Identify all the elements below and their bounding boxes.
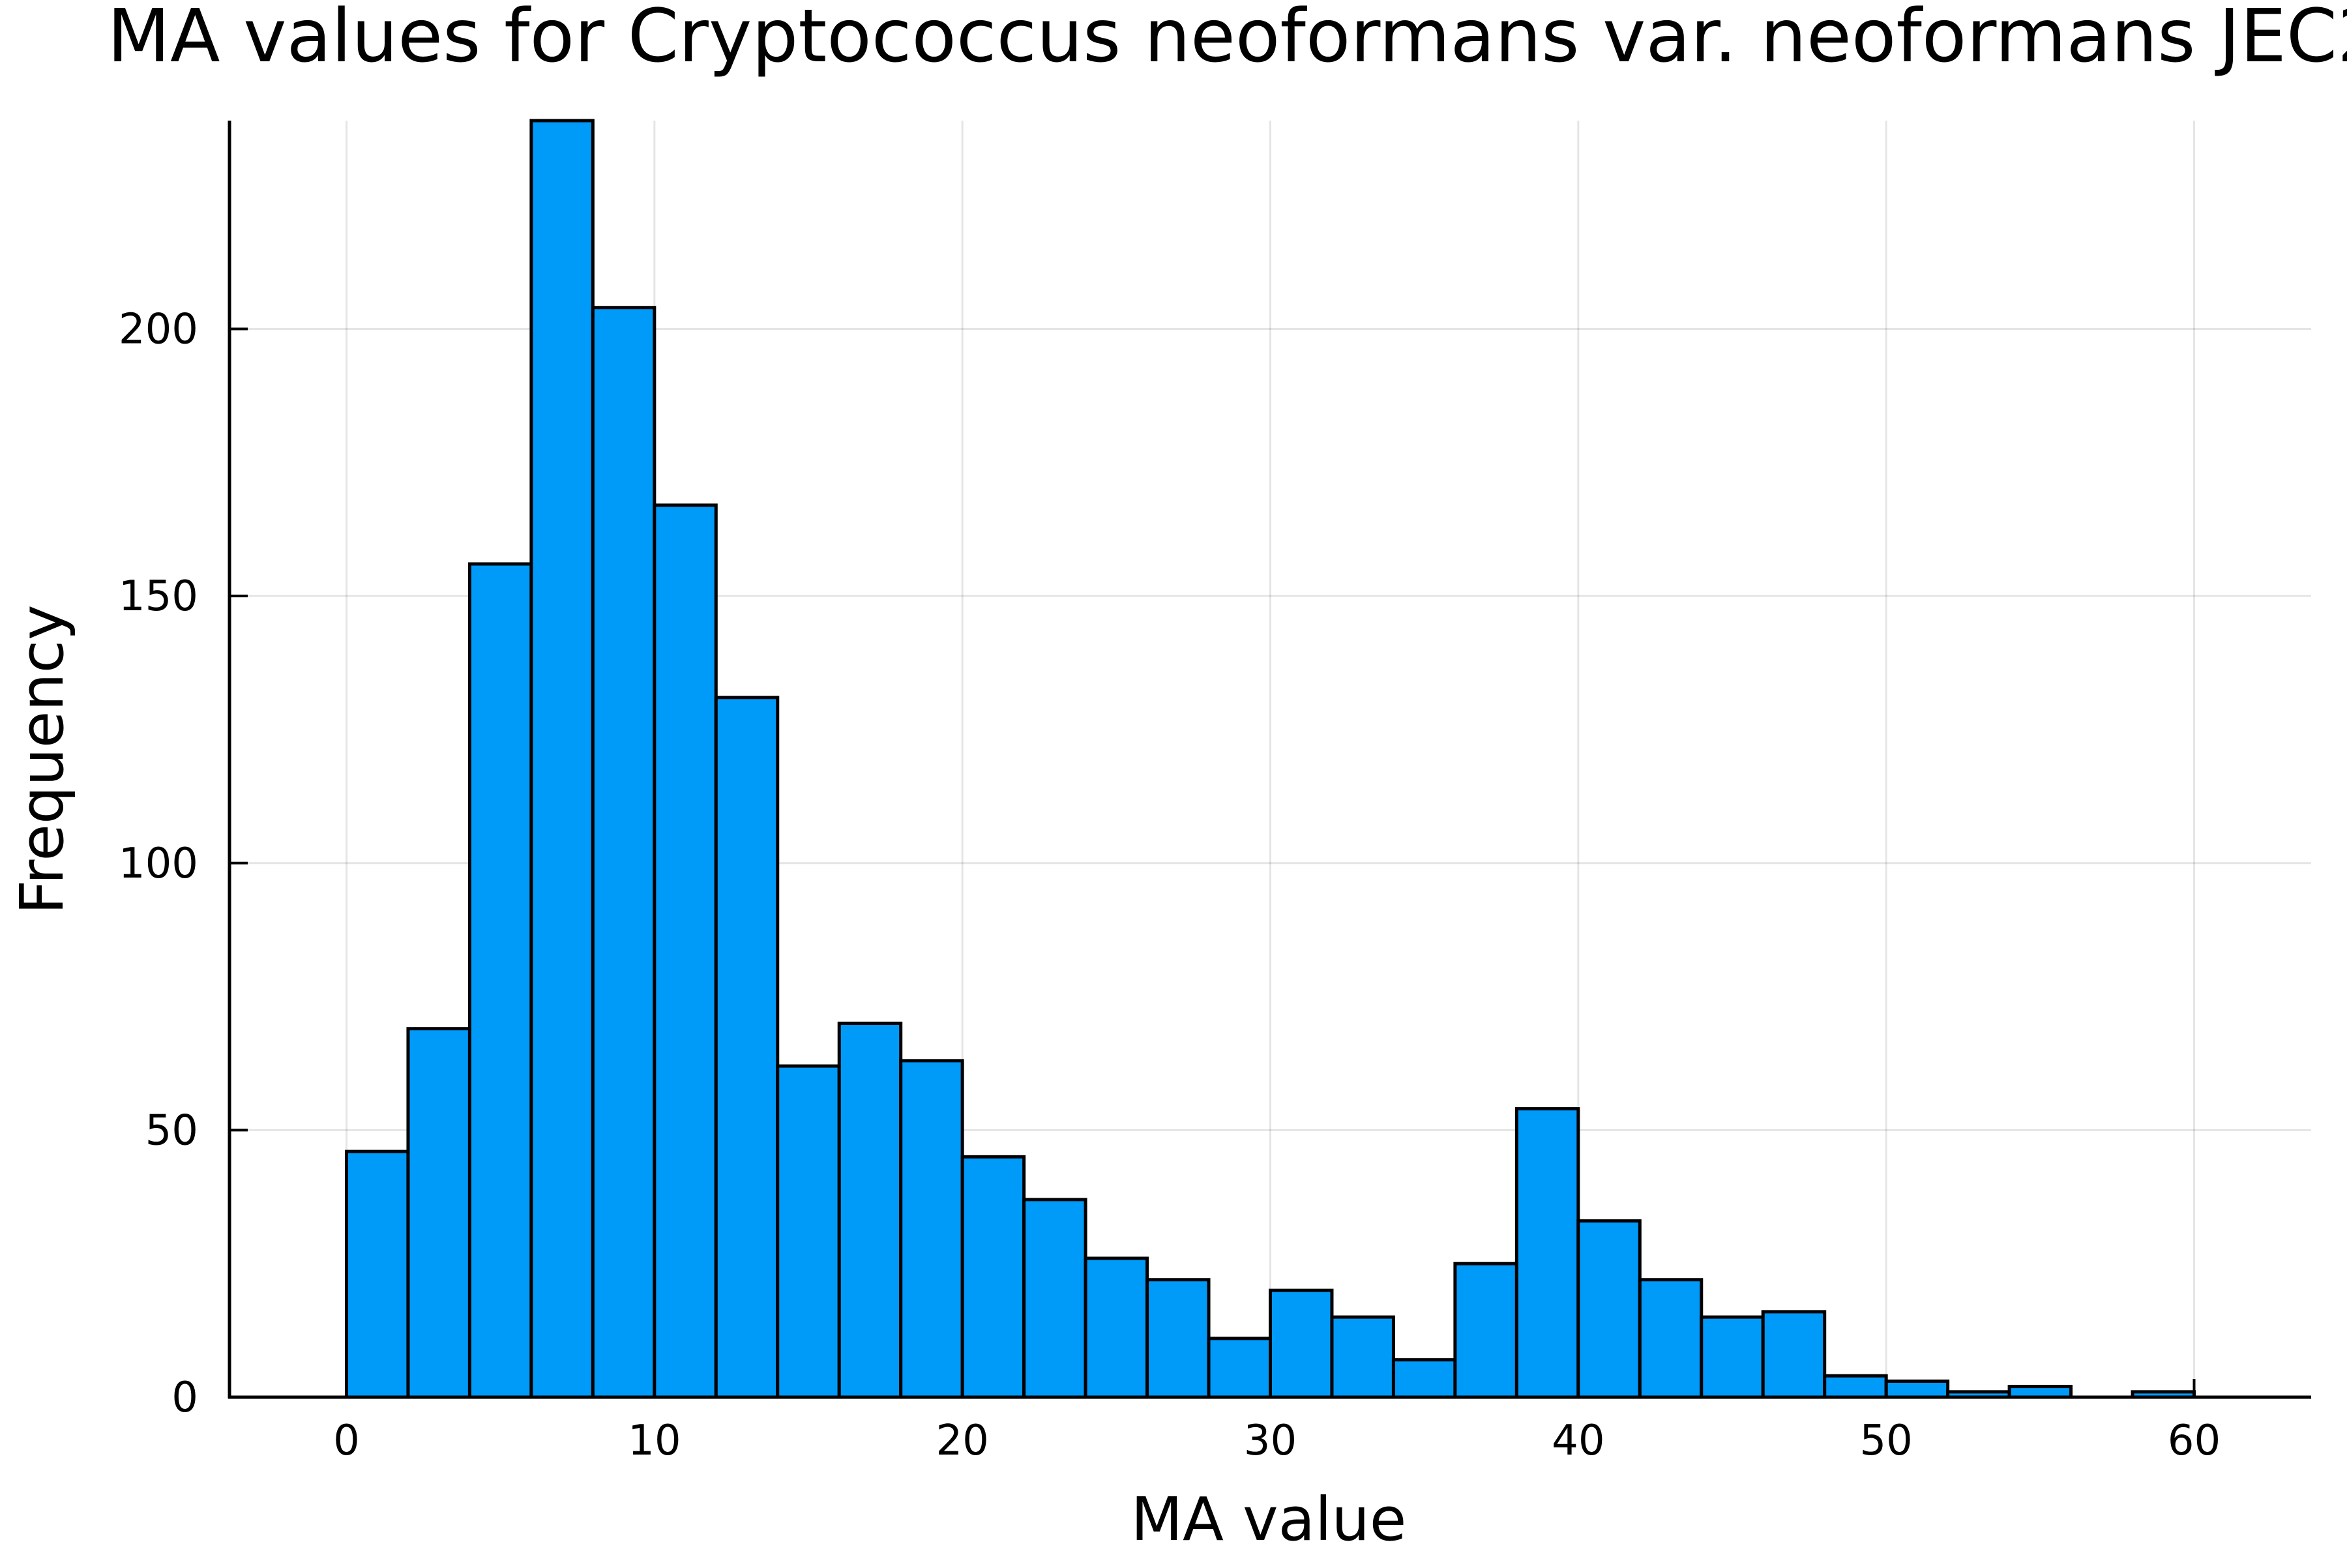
histogram-bar (1576, 1219, 1642, 1399)
y-tick-label: 200 (119, 306, 198, 354)
histogram-bar (1884, 1379, 1950, 1399)
x-tick-label: 40 (1552, 1417, 1604, 1465)
x-tick-label: 20 (936, 1417, 988, 1465)
histogram-bar (591, 306, 657, 1399)
histogram-bar (1330, 1315, 1395, 1399)
x-tick-label: 60 (2168, 1417, 2221, 1465)
histogram-bar (1391, 1358, 1457, 1399)
histogram-bar (1084, 1256, 1149, 1399)
histogram-bar (653, 503, 718, 1399)
histogram-bar (1453, 1262, 1518, 1399)
histogram-bar (714, 696, 780, 1399)
bar-layer (344, 119, 2196, 1399)
y-tick-label: 100 (119, 840, 198, 888)
histogram-bar (1761, 1310, 1827, 1399)
histogram-bar (776, 1064, 841, 1399)
x-tick-label: 10 (628, 1417, 681, 1465)
histogram-bar (1145, 1278, 1211, 1399)
histogram-bar (406, 1027, 471, 1399)
histogram-bar (1700, 1315, 1765, 1399)
histogram-bar (529, 119, 595, 1399)
x-tick-label: 30 (1244, 1417, 1297, 1465)
x-axis-label: MA value (1131, 1485, 1407, 1554)
y-axis-label: Frequency (7, 604, 77, 914)
histogram-bar (899, 1059, 964, 1399)
chart-title: MA values for Cryptococcus neoformans va… (107, 0, 2347, 79)
histogram-bar (1269, 1288, 1334, 1399)
histogram-bar (1022, 1198, 1087, 1399)
histogram-bar (960, 1155, 1026, 1399)
histogram-bar (344, 1149, 410, 1399)
y-tick-label: 150 (119, 572, 198, 621)
x-tick-label: 50 (1859, 1417, 1912, 1465)
histogram-bar (1207, 1337, 1273, 1399)
tick-layer: 0 10 20 30 40 50 60 0 50 100 150 200 (119, 306, 2221, 1465)
histogram-bar (1514, 1107, 1580, 1399)
histogram-bar (837, 1022, 903, 1399)
histogram-bar (1638, 1278, 1704, 1399)
histogram-bar (467, 562, 533, 1399)
y-tick-label: 0 (171, 1374, 198, 1422)
y-tick-label: 50 (145, 1106, 198, 1155)
x-tick-label: 0 (333, 1417, 360, 1465)
histogram-bar (1823, 1374, 1888, 1399)
